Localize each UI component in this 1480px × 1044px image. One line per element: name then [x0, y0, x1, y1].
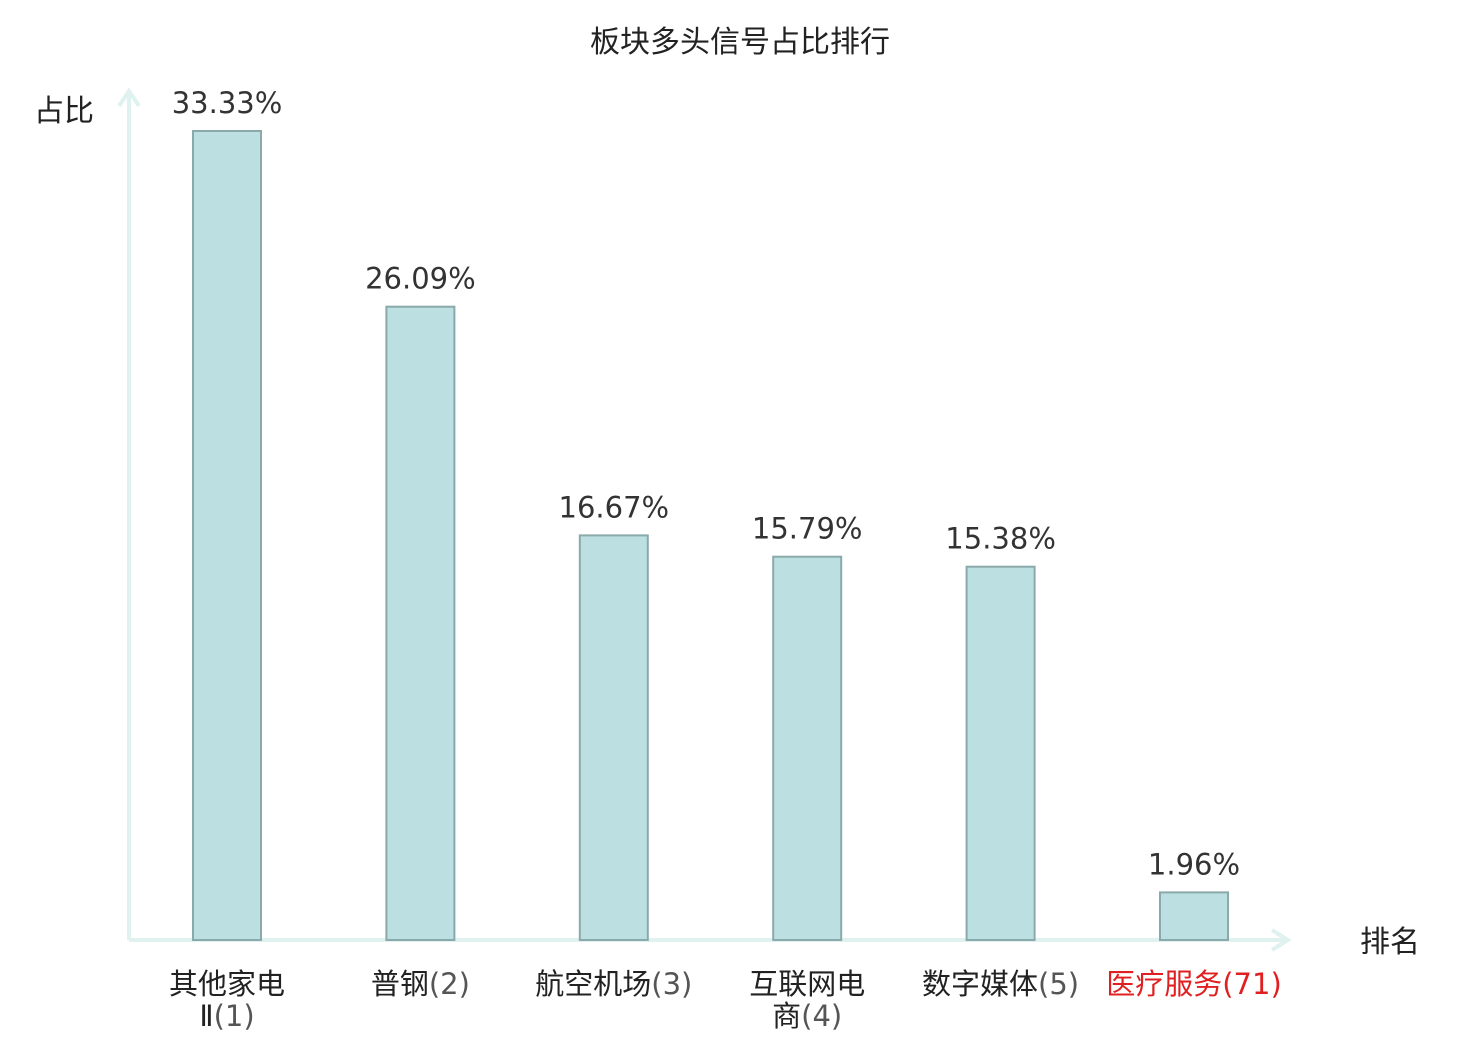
bar-6: [1159, 891, 1229, 942]
tick-label-1-line-2: Ⅱ(1): [199, 999, 254, 1033]
tick-label-1-line-1: 其他家电: [169, 967, 285, 1001]
tick-label-6: 医疗服务(71): [1106, 967, 1282, 1001]
value-label-6: 1.96%: [1148, 847, 1240, 881]
x-axis-label: 排名: [1360, 925, 1420, 960]
value-labels-group: 33.33% 26.09% 16.67% 15.79% 15.38% 1.96%: [172, 86, 1240, 881]
value-label-4: 15.79%: [752, 512, 863, 546]
value-label-1: 33.33%: [172, 86, 283, 120]
chart-title: 板块多头信号占比排行: [590, 25, 890, 60]
tick-label-5: 数字媒体(5): [922, 967, 1079, 1001]
tick-label-3: 航空机场(3): [535, 967, 692, 1001]
x-axis-arrow-icon: [1270, 928, 1292, 952]
tick-label-2: 普钢(2): [371, 967, 470, 1001]
value-label-5: 15.38%: [945, 522, 1056, 556]
bar-1: [192, 130, 262, 941]
bar-4: [772, 555, 843, 941]
bar-3: [578, 534, 649, 942]
y-axis-arrow-icon: [117, 87, 141, 108]
tick-label-4-line-2: 商(4): [772, 999, 842, 1033]
y-axis-label: 占比: [34, 94, 94, 129]
bar-2: [385, 305, 456, 941]
tick-label-4-line-1: 互联网电: [749, 967, 865, 1001]
value-label-2: 26.09%: [365, 262, 476, 296]
bars-group: [192, 130, 1229, 942]
value-label-3: 16.67%: [559, 490, 670, 524]
bar-5: [965, 565, 1036, 941]
